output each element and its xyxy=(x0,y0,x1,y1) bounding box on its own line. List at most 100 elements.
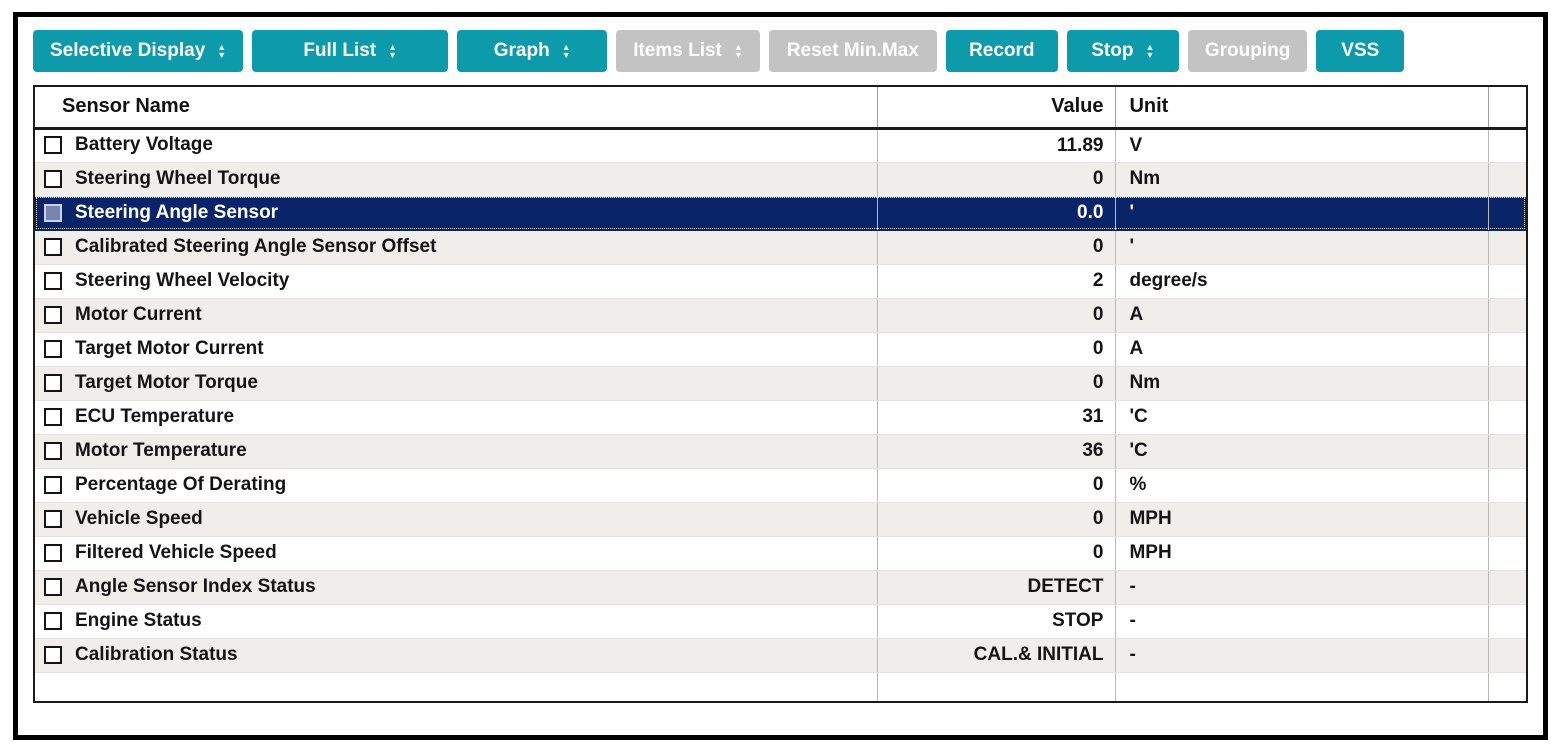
table-row-steering-wheel-torque[interactable]: Steering Wheel Torque 0 Nm xyxy=(35,162,1526,197)
table-row-target-motor-torque[interactable]: Target Motor Torque 0 Nm xyxy=(35,366,1526,401)
table-row-steering-wheel-velocity[interactable]: Steering Wheel Velocity 2 degree/s xyxy=(35,264,1526,299)
sensor-name: ECU Temperature xyxy=(75,405,235,427)
toolbar-button-label: Graph xyxy=(493,40,550,61)
empty-cell xyxy=(876,672,1116,701)
toolbar-button-grouping[interactable]: Grouping xyxy=(1187,30,1308,72)
sensor-unit: A xyxy=(1115,298,1489,333)
sensor-value: 0 xyxy=(876,298,1116,333)
table-row-calibration-status[interactable]: Calibration Status CAL.& INITIAL - xyxy=(35,638,1526,673)
sensor-unit: degree/s xyxy=(1115,264,1489,299)
up-down-spinner-icon[interactable]: ▲ ▼ xyxy=(217,42,227,60)
header-extra xyxy=(1488,87,1526,130)
toolbar-button-vss[interactable]: VSS xyxy=(1316,30,1405,72)
sensor-name-cell: Target Motor Current xyxy=(35,332,878,367)
sensor-value: STOP xyxy=(876,604,1116,639)
row-extra-cell xyxy=(1488,128,1526,163)
table-row-motor-temperature[interactable]: Motor Temperature 36 'C xyxy=(35,434,1526,469)
sensor-unit: MPH xyxy=(1115,502,1489,537)
sensor-name: Motor Current xyxy=(75,303,202,325)
table-row-battery-voltage[interactable]: Battery Voltage 11.89 V xyxy=(35,128,1526,163)
header-unit: Unit xyxy=(1115,87,1489,130)
toolbar-button-label: Grouping xyxy=(1204,40,1291,61)
row-extra-cell xyxy=(1488,502,1526,537)
sensor-name-cell: Calibration Status xyxy=(35,638,878,673)
row-extra-cell xyxy=(1488,298,1526,333)
toolbar-button-selective-display[interactable]: Selective Display ▲ ▼ xyxy=(33,30,244,72)
sensor-name: Target Motor Torque xyxy=(75,371,258,393)
toolbar-button-label: Stop xyxy=(1091,40,1134,61)
row-checkbox[interactable] xyxy=(44,509,62,528)
empty-cell xyxy=(1488,672,1526,701)
sensor-name-cell: Steering Wheel Torque xyxy=(35,162,878,197)
sensor-unit: - xyxy=(1115,604,1489,639)
sensor-value: 0.0 xyxy=(876,196,1116,231)
table-row-calibrated-steering-angle-sensor-offset[interactable]: Calibrated Steering Angle Sensor Offset 0… xyxy=(35,230,1526,265)
row-checkbox[interactable] xyxy=(44,577,62,596)
toolbar-button-graph[interactable]: Graph ▲ ▼ xyxy=(457,30,608,72)
sensor-name: Calibrated Steering Angle Sensor Offset xyxy=(75,235,437,257)
sensor-unit: A xyxy=(1115,332,1489,367)
app-window: Selective Display ▲ ▼ Full List ▲ ▼ Graph ▲ ▼ Ite… xyxy=(13,12,1548,740)
row-extra-cell xyxy=(1488,264,1526,299)
toolbar-button-record[interactable]: Record xyxy=(945,30,1058,72)
sensor-unit: Nm xyxy=(1115,366,1489,401)
sensor-name: Steering Wheel Torque xyxy=(75,167,281,189)
sensor-name-cell: Angle Sensor Index Status xyxy=(35,570,878,605)
sensor-value: 0 xyxy=(876,502,1116,537)
toolbar-button-reset-min-max[interactable]: Reset Min.Max xyxy=(768,30,937,72)
row-checkbox[interactable] xyxy=(44,407,62,426)
sensor-unit: 'C xyxy=(1115,400,1489,435)
row-checkbox[interactable] xyxy=(44,441,62,460)
table-row-engine-status[interactable]: Engine Status STOP - xyxy=(35,604,1526,639)
toolbar-button-label: VSS xyxy=(1341,40,1380,61)
sensor-name-cell: Motor Temperature xyxy=(35,434,878,469)
sensor-value: 0 xyxy=(876,366,1116,401)
empty-row xyxy=(35,672,1526,701)
row-checkbox[interactable] xyxy=(44,645,62,664)
row-extra-cell xyxy=(1488,570,1526,605)
table-row-motor-current[interactable]: Motor Current 0 A xyxy=(35,298,1526,333)
header-value: Value xyxy=(876,87,1116,130)
toolbar-button-items-list[interactable]: Items List ▲ ▼ xyxy=(616,30,760,72)
table-row-angle-sensor-index-status[interactable]: Angle Sensor Index Status DETECT - xyxy=(35,570,1526,605)
row-checkbox[interactable] xyxy=(44,475,62,494)
row-extra-cell xyxy=(1488,162,1526,197)
row-extra-cell xyxy=(1488,230,1526,265)
table-row-ecu-temperature[interactable]: ECU Temperature 31 'C xyxy=(35,400,1526,435)
row-checkbox[interactable] xyxy=(44,611,62,630)
table-row-percentage-of-derating[interactable]: Percentage Of Derating 0% xyxy=(35,468,1526,503)
row-checkbox[interactable] xyxy=(44,169,62,188)
row-checkbox[interactable] xyxy=(44,237,62,256)
row-checkbox[interactable] xyxy=(44,339,62,358)
table-row-vehicle-speed[interactable]: Vehicle Speed 0 MPH xyxy=(35,502,1526,537)
toolbar-button-full-list[interactable]: Full List ▲ ▼ xyxy=(252,30,449,72)
up-down-spinner-icon[interactable]: ▲ ▼ xyxy=(1145,42,1155,60)
row-checkbox[interactable] xyxy=(44,136,62,155)
sensor-unit: 'C xyxy=(1115,434,1489,469)
sensor-name: Steering Angle Sensor xyxy=(75,201,279,223)
table-row-filtered-vehicle-speed[interactable]: Filtered Vehicle Speed 0 MPH xyxy=(35,536,1526,571)
row-checkbox[interactable] xyxy=(44,271,62,290)
up-down-spinner-icon[interactable]: ▲ ▼ xyxy=(388,42,398,60)
up-down-spinner-icon[interactable]: ▲ ▼ xyxy=(561,42,571,60)
row-extra-cell xyxy=(1488,536,1526,571)
sensor-name-cell: Percentage Of Derating xyxy=(35,468,878,503)
sensor-unit: - xyxy=(1115,570,1489,605)
row-checkbox[interactable] xyxy=(44,373,62,392)
sensor-value: 11.89 xyxy=(876,128,1116,163)
table-row-target-motor-current[interactable]: Target Motor Current 0 A xyxy=(35,332,1526,367)
up-down-spinner-icon[interactable]: ▲ ▼ xyxy=(733,42,743,60)
row-checkbox[interactable] xyxy=(44,543,62,562)
sensor-table: Sensor Name Value Unit Battery Voltage 11… xyxy=(33,85,1528,703)
sensor-value: 0 xyxy=(876,468,1116,503)
row-extra-cell xyxy=(1488,468,1526,503)
sensor-name: Angle Sensor Index Status xyxy=(75,575,316,597)
row-extra-cell xyxy=(1488,638,1526,673)
row-checkbox[interactable] xyxy=(44,203,62,222)
row-extra-cell xyxy=(1488,400,1526,435)
row-checkbox[interactable] xyxy=(44,305,62,324)
toolbar-button-stop[interactable]: Stop ▲ ▼ xyxy=(1066,30,1179,72)
table-row-steering-angle-sensor[interactable]: Steering Angle Sensor 0.0 ' xyxy=(35,196,1526,231)
sensor-value: 0 xyxy=(876,536,1116,571)
toolbar-button-label: Items List xyxy=(633,40,722,61)
